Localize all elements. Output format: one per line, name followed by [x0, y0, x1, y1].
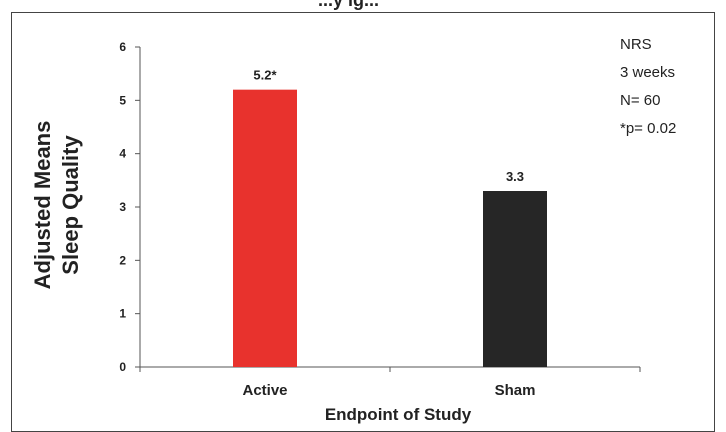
annotation-box: NRS 3 weeks N= 60 *p= 0.02 [620, 36, 676, 137]
y-tick-label: 0 [119, 360, 126, 374]
cropped-title-strip: ...y ig... [0, 0, 726, 12]
x-axis-title: Endpoint of Study [325, 405, 472, 424]
y-axis-title-line-1: Adjusted Means [30, 121, 55, 290]
x-ticks [139, 367, 641, 372]
y-tick-label: 5 [119, 93, 126, 107]
data-label-active: 5.2* [253, 68, 277, 83]
y-tick-label: 3 [119, 200, 126, 214]
bars [233, 89, 547, 368]
y-ticks: 0 1 2 3 4 5 6 [119, 40, 140, 374]
category-label-sham: Sham [495, 382, 536, 399]
category-label-active: Active [242, 382, 287, 399]
y-tick-label: 1 [119, 307, 126, 321]
y-tick-label: 6 [119, 40, 126, 54]
y-tick-label: 4 [119, 147, 126, 161]
annotation-sample-size: N= 60 [620, 92, 660, 109]
category-labels: Active Sham [242, 382, 535, 399]
chart-frame [11, 12, 715, 432]
axes [139, 47, 640, 368]
annotation-measure: NRS [620, 36, 652, 53]
bar-sham [483, 191, 547, 367]
y-axis-title-line-2: Sleep Quality [58, 135, 83, 275]
bar-active [233, 89, 297, 368]
data-labels: 5.2* 3.3 [253, 68, 524, 184]
y-tick-label: 2 [119, 253, 126, 267]
y-axis-title: Adjusted Means Sleep Quality [30, 121, 83, 290]
annotation-p-value: *p= 0.02 [620, 120, 676, 137]
cropped-title: ...y ig... [318, 0, 380, 10]
data-label-sham: 3.3 [506, 169, 524, 184]
annotation-duration: 3 weeks [620, 64, 675, 81]
